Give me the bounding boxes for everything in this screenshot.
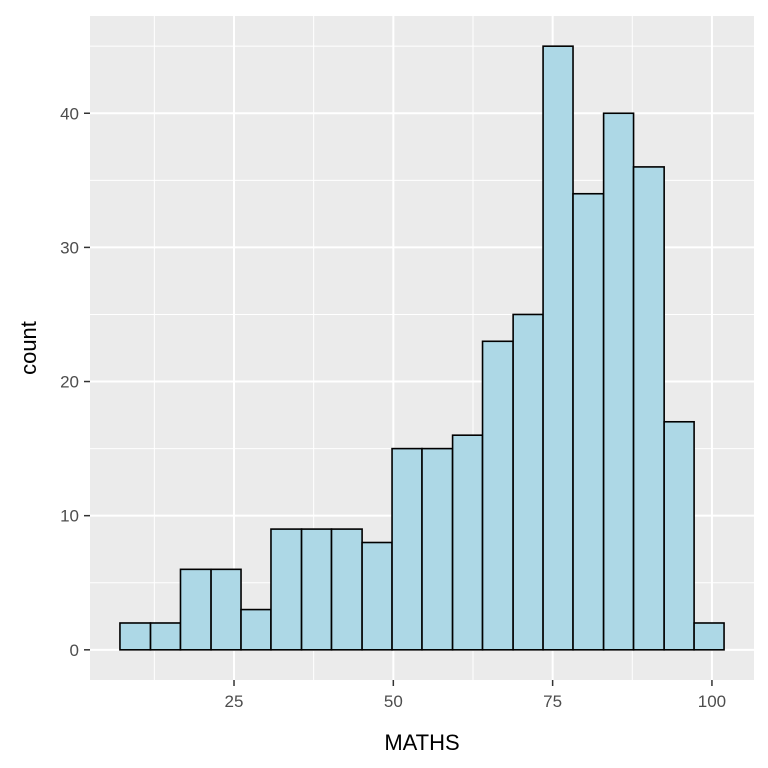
y-axis: 0 10 20 30 40 (60, 104, 90, 660)
histogram-bar (330, 528, 363, 651)
histogram-bar (451, 434, 484, 651)
histogram-bar (542, 45, 574, 651)
x-axis: 25 50 75 100 (225, 680, 726, 711)
histogram-bar (270, 528, 303, 651)
histogram-bar (632, 166, 665, 651)
bars (119, 45, 725, 651)
y-tick-label: 0 (70, 641, 79, 660)
histogram-bar (179, 568, 212, 651)
x-tick-label: 100 (698, 692, 726, 711)
histogram-bar (210, 568, 242, 651)
x-tick-label: 75 (543, 692, 562, 711)
histogram-bar (663, 420, 695, 651)
histogram-bar (361, 541, 393, 651)
histogram-bar (602, 112, 635, 651)
histogram-bar (240, 608, 272, 651)
x-axis-title: MATHS (384, 730, 459, 755)
y-tick-label: 40 (60, 104, 79, 123)
y-tick-label: 20 (60, 373, 79, 392)
y-tick-label: 10 (60, 507, 79, 526)
y-axis-title: count (16, 321, 41, 375)
histogram-bar (421, 447, 454, 651)
histogram-bar (693, 622, 725, 651)
histogram-bar (572, 192, 605, 651)
histogram-bar (119, 622, 152, 651)
x-tick-label: 25 (225, 692, 244, 711)
histogram-bar (481, 340, 514, 651)
histogram-bar (391, 447, 423, 651)
histogram-bar (149, 622, 182, 651)
y-tick-label: 30 (60, 238, 79, 257)
x-tick-label: 50 (384, 692, 403, 711)
histogram-bar (300, 528, 333, 651)
histogram-bar (512, 313, 544, 651)
